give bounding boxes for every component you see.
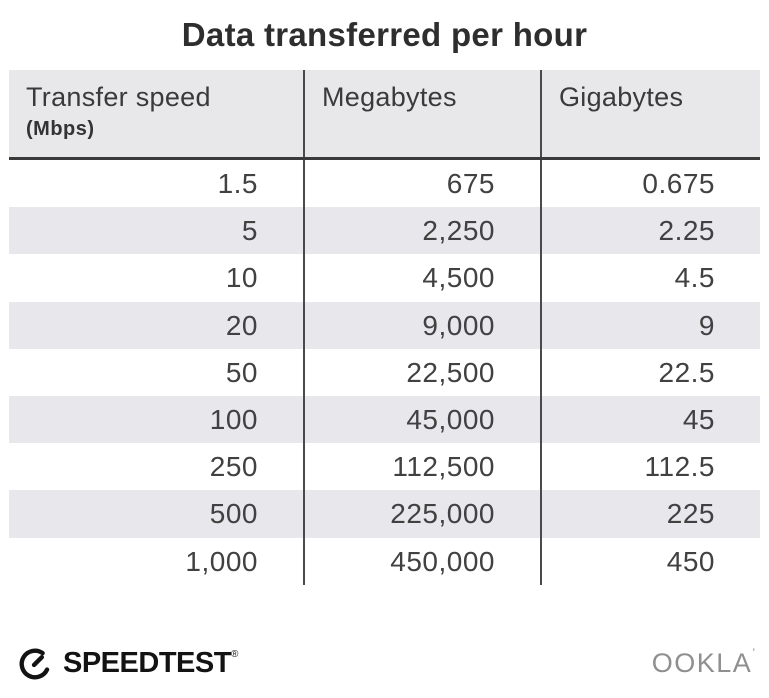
header-transfer-speed-label: Transfer speed — [26, 82, 211, 112]
footer: SPEEDTEST® OOKLA’ — [16, 645, 755, 683]
cell-gigabytes: 45 — [540, 395, 760, 444]
table-header-row: Transfer speed (Mbps) Megabytes Gigabyte… — [9, 70, 760, 160]
cell-megabytes: 45,000 — [303, 395, 540, 444]
table-row: 500 225,000 225 — [9, 490, 760, 538]
ookla-label: OOKLA — [651, 648, 753, 679]
ookla-logo: OOKLA’ — [651, 646, 755, 679]
cell-transfer-speed: 10 — [225, 262, 258, 294]
gauge-icon — [19, 648, 50, 680]
table-row: 1.5 675 0.675 — [9, 160, 760, 208]
cell-gigabytes: 450 — [540, 537, 760, 585]
table-row: 5 2,250 2.25 — [9, 207, 760, 255]
cell-gigabytes: 112.5 — [540, 443, 760, 491]
header-transfer-speed-unit: (Mbps) — [26, 118, 95, 140]
registered-trademark-icon: ® — [230, 649, 239, 661]
table-row: 250 112,500 112.5 — [9, 443, 760, 491]
speedtest-label: SPEEDTEST — [63, 647, 231, 680]
cell-megabytes: 4,500 — [303, 254, 540, 302]
cell-megabytes: 225,000 — [303, 490, 540, 538]
cell-transfer-speed: 1,000 — [185, 545, 258, 577]
cell-megabytes: 22,500 — [303, 348, 540, 396]
header-gigabytes: Gigabytes — [540, 70, 760, 157]
table-row: 100 45,000 45 — [9, 395, 760, 444]
header-megabytes: Megabytes — [303, 70, 540, 157]
cell-transfer-speed: 50 — [225, 356, 258, 388]
cell-transfer-speed: 1.5 — [217, 168, 258, 199]
table-body: 1.5 675 0.675 5 2,250 2.25 10 4,500 4.5 … — [9, 160, 760, 585]
cell-gigabytes: 2.25 — [540, 207, 760, 255]
speedtest-logo: SPEEDTEST® — [16, 645, 238, 683]
cell-gigabytes: 4.5 — [540, 254, 760, 302]
cell-gigabytes: 9 — [540, 301, 760, 349]
cell-transfer-speed: 250 — [209, 451, 258, 483]
header-megabytes-label: Megabytes — [322, 82, 457, 112]
table-row: 10 4,500 4.5 — [9, 254, 760, 302]
cell-megabytes: 675 — [303, 160, 540, 208]
cell-megabytes: 2,250 — [303, 207, 540, 255]
header-transfer-speed: Transfer speed (Mbps) — [9, 70, 303, 157]
cell-transfer-speed: 5 — [241, 215, 258, 247]
data-table: Transfer speed (Mbps) Megabytes Gigabyte… — [9, 70, 760, 585]
cell-transfer-speed: 20 — [225, 309, 258, 341]
header-gigabytes-label: Gigabytes — [559, 82, 684, 112]
cell-megabytes: 112,500 — [303, 443, 540, 491]
cell-gigabytes: 22.5 — [540, 348, 760, 396]
ookla-trademark-icon: ’ — [752, 646, 755, 661]
table-row: 1,000 450,000 450 — [9, 537, 760, 585]
cell-megabytes: 9,000 — [303, 301, 540, 349]
cell-gigabytes: 225 — [540, 490, 760, 538]
cell-megabytes: 450,000 — [303, 537, 540, 585]
page-title: Data transferred per hour — [181, 16, 588, 53]
table-row: 50 22,500 22.5 — [9, 348, 760, 396]
cell-transfer-speed: 500 — [209, 498, 258, 530]
table-row: 20 9,000 9 — [9, 301, 760, 349]
cell-transfer-speed: 100 — [209, 403, 258, 435]
cell-gigabytes: 0.675 — [540, 160, 760, 208]
speedtest-wordmark: SPEEDTEST® — [63, 647, 238, 680]
